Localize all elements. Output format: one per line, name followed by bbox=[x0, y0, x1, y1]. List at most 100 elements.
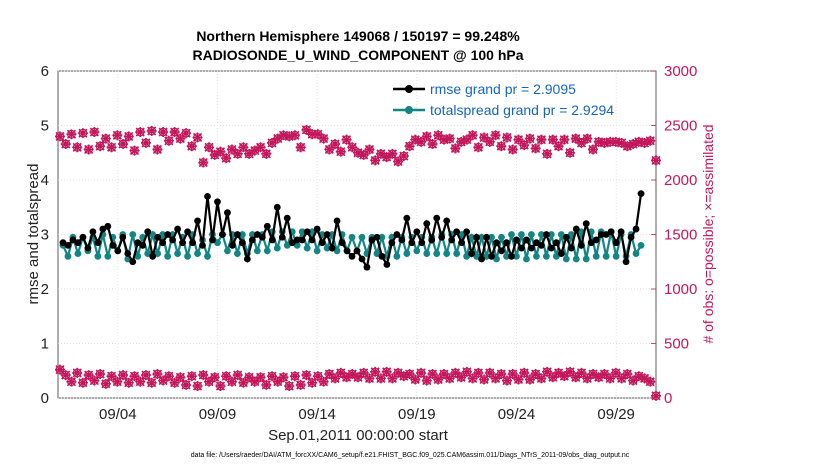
obs-point bbox=[398, 151, 409, 162]
data-point bbox=[478, 233, 485, 241]
obs-point bbox=[95, 369, 106, 380]
obs-point bbox=[530, 143, 541, 154]
data-point bbox=[393, 252, 401, 260]
data-point bbox=[597, 231, 605, 238]
data-point bbox=[179, 239, 186, 247]
data-point bbox=[328, 244, 336, 252]
data-point bbox=[164, 252, 172, 260]
obs-point bbox=[576, 137, 587, 148]
obs-point bbox=[106, 371, 117, 382]
obs-point bbox=[330, 139, 341, 150]
obs-point bbox=[467, 373, 478, 384]
obs-point bbox=[267, 137, 278, 148]
data-point bbox=[562, 255, 570, 263]
obs-point bbox=[301, 124, 312, 135]
data-point bbox=[572, 225, 580, 233]
obs-point bbox=[295, 379, 306, 390]
data-point bbox=[234, 250, 241, 257]
obs-point bbox=[146, 125, 157, 136]
data-point bbox=[503, 239, 510, 247]
data-point bbox=[368, 236, 376, 244]
data-point bbox=[552, 239, 560, 247]
data-point bbox=[214, 239, 221, 247]
obs-point bbox=[421, 375, 432, 386]
obs-point bbox=[507, 369, 518, 380]
data-point bbox=[144, 250, 152, 257]
obs-point bbox=[421, 131, 432, 142]
right-y-axis: 0 500 1000 1500 2000 2500 3000 bbox=[651, 63, 697, 407]
data-point bbox=[413, 247, 421, 255]
obs-point bbox=[226, 376, 237, 387]
data-point bbox=[303, 228, 311, 236]
obs-point bbox=[490, 130, 501, 141]
data-point bbox=[572, 255, 580, 263]
obs-point bbox=[335, 146, 346, 157]
legend-spread-label: totalspread grand pr = 2.9294 bbox=[430, 102, 614, 118]
data-point bbox=[358, 255, 366, 263]
obs-point bbox=[524, 133, 535, 144]
data-point bbox=[159, 231, 167, 238]
x-tick-label: 09/14 bbox=[298, 406, 336, 423]
series-rmse bbox=[59, 190, 645, 271]
x-tick-label: 09/19 bbox=[398, 406, 436, 423]
data-point bbox=[129, 231, 137, 238]
obs-point bbox=[215, 381, 226, 392]
data-point bbox=[154, 233, 162, 241]
data-point bbox=[69, 236, 77, 244]
data-point bbox=[313, 225, 321, 233]
obs-point bbox=[593, 372, 604, 383]
obs-point bbox=[542, 366, 553, 377]
obs-point bbox=[77, 128, 88, 139]
obs-point bbox=[524, 374, 535, 385]
obs-point bbox=[129, 145, 140, 156]
data-point bbox=[508, 231, 515, 238]
data-point bbox=[617, 228, 625, 236]
obs-point bbox=[89, 127, 100, 138]
data-point bbox=[582, 220, 590, 228]
data-point bbox=[333, 217, 341, 225]
data-point bbox=[488, 252, 495, 260]
data-point bbox=[238, 239, 246, 247]
obs-point bbox=[450, 367, 461, 378]
obs-point bbox=[335, 367, 346, 378]
chart-subtitle: RADIOSONDE_U_WIND_COMPONENT @ 100 hPa bbox=[192, 47, 523, 63]
obs-point bbox=[192, 132, 203, 143]
obs-point bbox=[72, 142, 83, 153]
data-point bbox=[438, 233, 446, 241]
obs-point bbox=[209, 149, 220, 160]
obs-point bbox=[599, 137, 610, 148]
data-point bbox=[428, 236, 436, 244]
data-point bbox=[592, 252, 600, 260]
obs-point bbox=[461, 134, 472, 145]
obs-point bbox=[484, 136, 495, 147]
legend-rmse-label: rmse grand pr = 2.9095 bbox=[430, 81, 576, 97]
obs-point bbox=[633, 371, 644, 382]
obs-point bbox=[186, 141, 197, 152]
obs-point bbox=[118, 139, 129, 150]
data-point bbox=[144, 228, 152, 236]
data-point bbox=[383, 261, 391, 268]
obs-point bbox=[284, 381, 295, 392]
chart-title: Northern Hemisphere 149068 / 150197 = 99… bbox=[196, 28, 520, 44]
obs-point bbox=[645, 135, 656, 146]
legend-spread-marker bbox=[405, 106, 413, 114]
obs-point bbox=[244, 372, 255, 383]
obs-point bbox=[467, 130, 478, 141]
y-tick-label: 1 bbox=[41, 336, 49, 353]
data-point bbox=[433, 250, 441, 257]
data-point bbox=[194, 250, 201, 257]
obs-point bbox=[559, 134, 570, 145]
data-point bbox=[238, 231, 246, 238]
obs-point bbox=[140, 137, 151, 148]
data-point bbox=[508, 252, 515, 260]
data-point bbox=[283, 242, 291, 249]
data-point bbox=[413, 228, 421, 236]
obs-point bbox=[559, 371, 570, 382]
y-right-tick-label: 1500 bbox=[664, 227, 697, 244]
obs-point bbox=[135, 127, 146, 138]
obs-point bbox=[542, 148, 553, 159]
data-point bbox=[542, 252, 550, 260]
data-point bbox=[268, 236, 276, 244]
data-point bbox=[74, 250, 82, 257]
data-point bbox=[518, 244, 525, 252]
